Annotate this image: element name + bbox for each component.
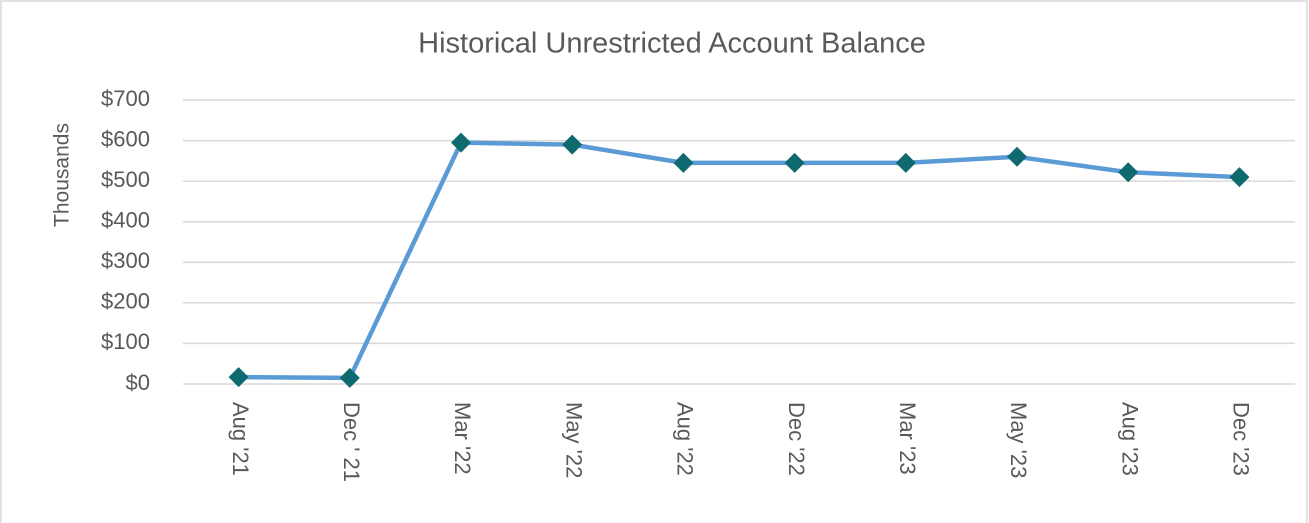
y-tick-label: $400 — [101, 208, 150, 233]
data-point — [1118, 162, 1139, 183]
data-point — [228, 367, 249, 388]
data-point — [895, 152, 916, 173]
chart-title: Historical Unrestricted Account Balance — [418, 28, 926, 60]
x-tick-label: May '23 — [1006, 402, 1031, 478]
y-axis-label: Thousands — [51, 123, 74, 227]
data-point — [339, 367, 360, 388]
y-tick-label: $600 — [101, 126, 150, 151]
data-point — [562, 134, 583, 155]
x-tick-label: Mar '22 — [450, 402, 475, 475]
x-tick-label: Dec '23 — [1229, 402, 1254, 476]
y-tick-label: $500 — [101, 167, 150, 192]
data-point — [784, 152, 805, 173]
x-tick-label: Mar '23 — [895, 402, 920, 475]
data-point — [1229, 167, 1250, 188]
data-point — [673, 152, 694, 173]
data-point — [1007, 146, 1027, 167]
x-tick-label: Aug '23 — [1117, 402, 1142, 476]
x-tick-label: May '22 — [561, 402, 586, 478]
y-tick-label: $100 — [101, 329, 150, 354]
x-tick-label: Dec ' 21 — [339, 402, 364, 482]
x-tick-label: Aug '22 — [673, 402, 698, 476]
data-point — [451, 132, 471, 153]
y-tick-label: $700 — [101, 86, 150, 111]
data-line — [238, 140, 1240, 381]
x-tick-label: Dec '22 — [784, 402, 809, 476]
y-tick-label: $300 — [101, 248, 150, 273]
y-tick-label: $0 — [126, 370, 150, 395]
y-tick-label: $200 — [101, 289, 150, 314]
x-tick-label: Aug '21 — [228, 402, 253, 476]
